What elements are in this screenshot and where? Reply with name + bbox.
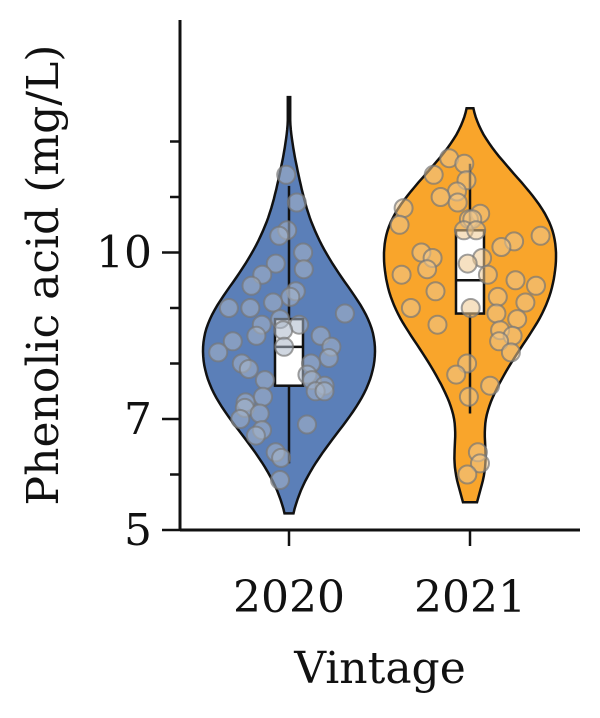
data-point [458,386,479,407]
data-point [457,253,478,274]
data-point [218,298,239,318]
data-point [254,370,275,391]
data-point [515,292,536,313]
data-point [505,270,526,291]
data-point [427,314,448,335]
data-point [425,281,446,302]
data-point [526,275,546,296]
data-point [457,464,478,485]
data-point [391,264,412,285]
data-point [208,342,229,363]
data-point [249,403,270,424]
x-tick-label: 2020 [233,572,345,623]
data-point [454,153,475,174]
data-point [273,320,294,341]
data-point [286,192,307,213]
data-point [487,286,508,307]
data-point [393,198,414,219]
data-point [500,342,521,363]
data-point [430,187,451,207]
data-point [241,275,262,296]
data-point [276,164,297,185]
data-point [274,336,295,357]
data-point [389,214,410,235]
data-point [269,225,290,246]
data-point [334,303,355,324]
data-point [460,298,481,318]
y-axis-title: Phenolic acid (mg/L) [18,45,69,506]
plot-area [201,95,558,515]
data-point [265,253,286,274]
y-tick-label: 10 [96,228,152,279]
y-tick-label: 7 [124,394,152,445]
data-point [263,292,284,313]
data-point [477,264,498,285]
data-point [486,303,507,324]
x-axis-title: Vintage [293,643,466,694]
data-point [246,325,267,346]
data-point [271,447,292,468]
data-point [253,386,273,407]
data-point [318,348,339,368]
data-point [470,453,490,474]
data-point [238,359,259,379]
data-point [297,414,317,435]
data-point [491,237,512,257]
data-point [417,259,438,280]
data-point [447,192,468,213]
data-point [293,242,314,263]
data-point [270,470,290,490]
data-point [293,259,314,280]
data-point [280,286,301,307]
data-point [245,425,266,446]
data-point [240,298,261,318]
data-point [400,298,421,318]
data-point [222,331,243,352]
data-point [230,409,251,429]
y-tick-label: 5 [124,505,152,556]
data-point [507,309,528,330]
data-point [466,220,487,241]
x-tick-label: 2021 [414,572,526,623]
axes: 2020 2021 5 7 10 [96,20,580,623]
data-point [423,164,444,185]
data-point [480,375,501,396]
data-point [446,364,467,385]
data-point [530,225,551,246]
data-point [314,381,335,402]
